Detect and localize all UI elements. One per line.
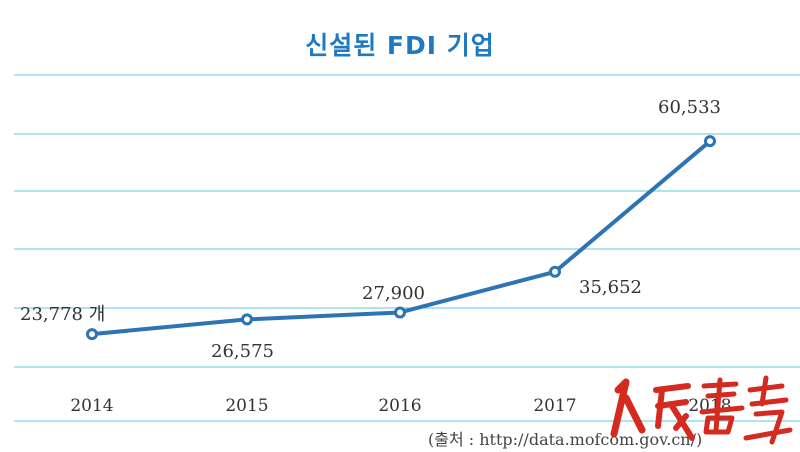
- x-tick-label: 2016: [378, 396, 421, 416]
- data-point: [549, 265, 561, 278]
- data-point: [86, 328, 98, 341]
- data-label: 26,575: [211, 341, 274, 362]
- data-label: 35,652: [579, 277, 642, 298]
- watermark-logo: [610, 375, 793, 445]
- x-tick-label: 2015: [225, 396, 268, 416]
- x-tick-label: 2017: [533, 396, 576, 416]
- x-tick-label: 2014: [70, 396, 113, 416]
- data-label: 27,900: [362, 283, 425, 304]
- data-label: 23,778 개: [20, 304, 105, 325]
- chart-title: 신설된 FDI 기업: [305, 31, 495, 60]
- data-point: [394, 306, 406, 319]
- data-point: [241, 313, 253, 326]
- data-point: [704, 135, 716, 148]
- source-note: (출처 : http://data.mofcom.gov.cn/): [428, 430, 703, 449]
- series-line: [90, 139, 712, 337]
- data-label: 60,533: [658, 97, 721, 118]
